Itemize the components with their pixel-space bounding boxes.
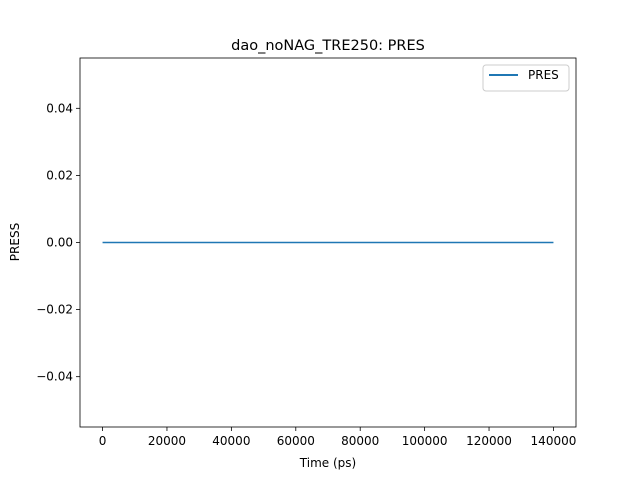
x-tick-label: 60000 [277,434,315,448]
y-tick-label: 0.02 [46,168,73,182]
y-tick-label: −0.02 [36,303,73,317]
y-tick-label: −0.04 [36,370,73,384]
legend-label-pres: PRES [528,68,559,82]
x-tick-label: 40000 [212,434,250,448]
x-tick-label: 120000 [466,434,512,448]
chart-title: dao_noNAG_TRE250: PRES [231,38,425,54]
y-tick-label: 0.04 [46,101,73,115]
x-tick-label: 100000 [402,434,448,448]
y-tick-label: 0.00 [46,236,73,250]
x-tick-label: 0 [99,434,107,448]
y-axis: −0.04 −0.02 0.00 0.02 0.04 [36,101,80,384]
x-tick-label: 80000 [341,434,379,448]
legend-box [482,64,570,92]
x-axis: 0 20000 40000 60000 80000 100000 120000 140000 [99,427,577,448]
x-tick-label: 140000 [531,434,577,448]
legend: PRES [482,64,570,92]
x-tick-label: 20000 [148,434,186,448]
x-axis-label: Time (ps) [299,456,356,470]
y-axis-label: PRESS [8,223,22,261]
